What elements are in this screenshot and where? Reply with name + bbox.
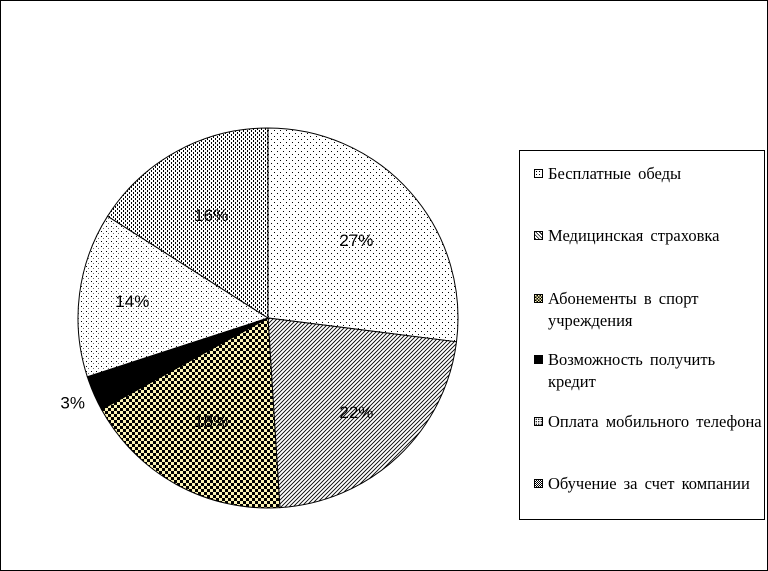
slice-label-1: 22%	[339, 403, 373, 422]
legend: Бесплатные обеды Медицинская страховка А…	[519, 150, 765, 520]
legend-item-2: Абонементы в спорт учреждения	[534, 288, 762, 332]
legend-label-0: Бесплатные обеды	[548, 164, 682, 183]
legend-label-4: Оплата мобильного телефона	[548, 412, 762, 431]
legend-label-3: Возможность получить кредит	[548, 350, 716, 391]
legend-swatch-2	[534, 294, 543, 303]
pie-slice-2	[100, 317, 281, 509]
legend-item-0: Бесплатные обеды	[534, 163, 762, 185]
legend-label-2: Абонементы в спорт учреждения	[548, 289, 699, 330]
slice-label-5: 16%	[194, 206, 228, 225]
legend-label-5: Обучение за счет компании	[548, 474, 750, 493]
pie-slice-5	[106, 127, 269, 319]
legend-item-3: Возможность получить кредит	[534, 349, 762, 393]
legend-swatch-5	[534, 479, 543, 488]
slice-label-4: 14%	[115, 292, 149, 311]
legend-swatch-3	[534, 355, 543, 364]
slice-label-0: 27%	[339, 231, 373, 250]
pie-slice-4	[77, 215, 270, 378]
legend-label-1: Медицинская страховка	[548, 226, 720, 245]
legend-item-1: Медицинская страховка	[534, 225, 762, 247]
slice-label-2: 18%	[194, 412, 228, 431]
legend-swatch-1	[534, 231, 543, 240]
legend-item-4: Оплата мобильного телефона	[534, 411, 762, 433]
legend-item-5: Обучение за счет компании	[534, 473, 762, 495]
slice-label-3: 3%	[60, 394, 85, 413]
legend-swatch-4	[534, 417, 543, 426]
legend-swatch-0	[534, 169, 543, 178]
pie-slice-0	[267, 127, 459, 343]
pie-slice-1	[267, 317, 458, 509]
